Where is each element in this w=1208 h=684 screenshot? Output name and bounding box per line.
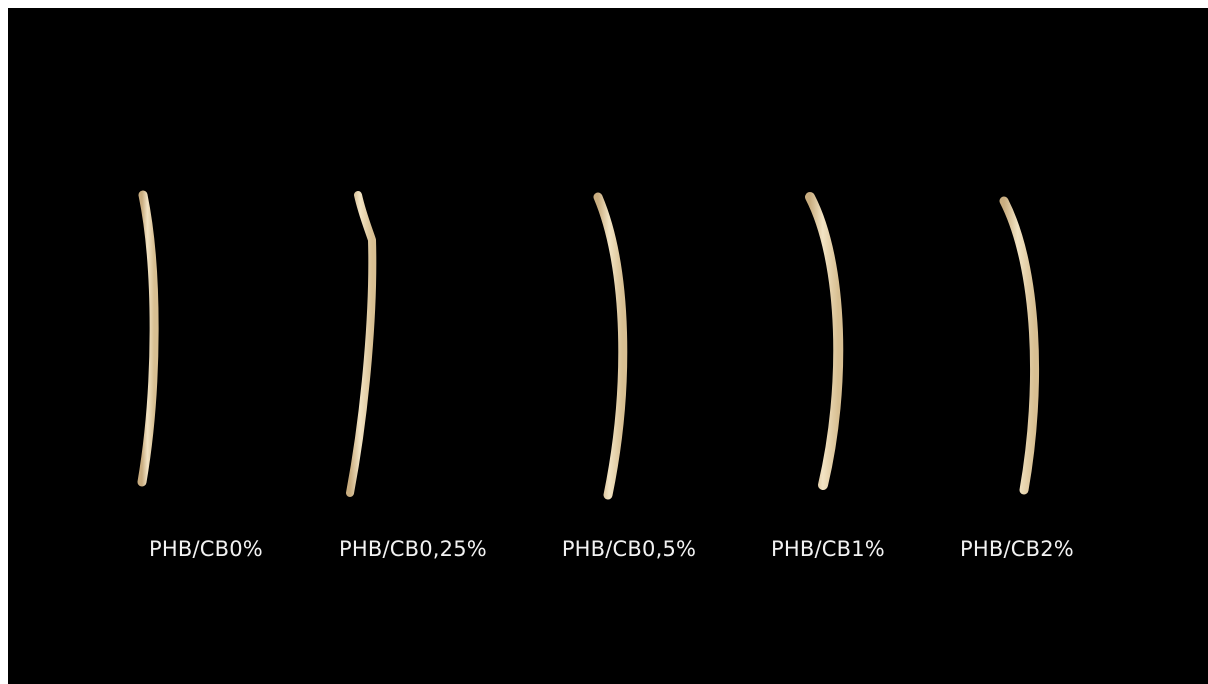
filament-sample-3 [593, 192, 628, 500]
filament-samples [137, 190, 1040, 500]
photo-panel: PHB/CB0% PHB/CB0,25% PHB/CB0,5% PHB/CB1%… [8, 8, 1208, 684]
sample-label-cb0: PHB/CB0% [149, 537, 263, 561]
filament-sample-1 [137, 190, 159, 487]
sample-label-cb1: PHB/CB1% [771, 537, 885, 561]
filament-sample-4 [805, 192, 844, 490]
filament-sample-5 [999, 196, 1040, 495]
filament-sample-2 [346, 191, 377, 497]
sample-label-cb2: PHB/CB2% [960, 537, 1074, 561]
sample-label-cb0-5: PHB/CB0,5% [561, 537, 697, 561]
sample-label-cb0-25: PHB/CB0,25% [339, 537, 487, 561]
